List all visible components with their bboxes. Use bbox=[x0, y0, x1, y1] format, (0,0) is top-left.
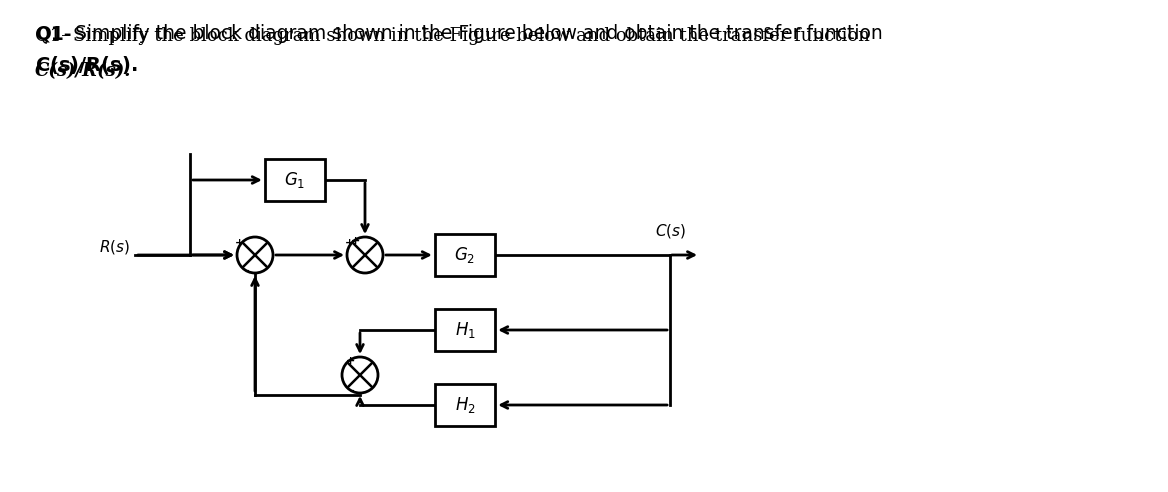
Text: Q1- Simplify the block diagram shown in the Figure below and obtain the transfer: Q1- Simplify the block diagram shown in … bbox=[35, 27, 870, 45]
Text: +: + bbox=[346, 357, 355, 367]
Text: $H_2$: $H_2$ bbox=[454, 395, 475, 415]
Text: $R(s)$: $R(s)$ bbox=[99, 238, 130, 256]
Text: +: + bbox=[350, 237, 360, 246]
Text: C(s)/R(s).: C(s)/R(s). bbox=[35, 62, 132, 80]
Bar bbox=[265, 159, 325, 201]
Text: -: - bbox=[349, 385, 354, 395]
Text: $C(s)$: $C(s)$ bbox=[655, 222, 686, 240]
Bar bbox=[434, 384, 495, 426]
Text: Q1-: Q1- bbox=[35, 24, 71, 43]
Text: $\mathbf{C(s)/R(s).}$: $\mathbf{C(s)/R(s).}$ bbox=[35, 54, 138, 76]
Text: $G_1$: $G_1$ bbox=[284, 170, 306, 190]
Text: $G_2$: $G_2$ bbox=[454, 245, 475, 265]
Text: $H_1$: $H_1$ bbox=[454, 320, 475, 340]
Text: -: - bbox=[244, 265, 249, 276]
Text: +: + bbox=[235, 238, 244, 248]
Bar bbox=[434, 309, 495, 351]
Text: Simplify the block diagram shown in the Figure below and obtain the transfer fun: Simplify the block diagram shown in the … bbox=[69, 24, 883, 43]
Text: +: + bbox=[345, 238, 354, 248]
Bar bbox=[434, 234, 495, 276]
